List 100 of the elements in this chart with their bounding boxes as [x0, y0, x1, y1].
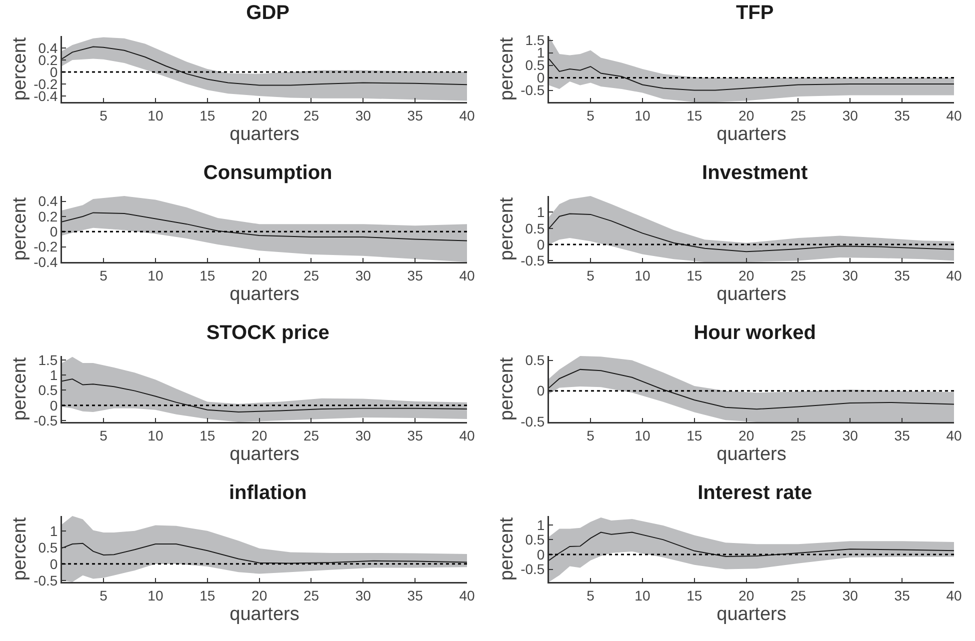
x-tick-label: 30 — [355, 107, 372, 124]
x-tick-label: 15 — [200, 427, 216, 444]
x-tick-label: 25 — [790, 587, 806, 604]
y-tick-label: 0.5 — [525, 352, 545, 368]
x-tick-label: 20 — [252, 267, 268, 284]
x-tick-label: 10 — [148, 587, 164, 604]
x-tick-label: 40 — [946, 427, 962, 444]
x-tick-label: 20 — [252, 107, 268, 124]
x-tick-label: 25 — [790, 267, 806, 284]
x-tick-label: 5 — [586, 427, 595, 444]
x-tick-label: 40 — [946, 267, 962, 284]
x-tick-label: 15 — [686, 267, 702, 284]
x-tick-label: 30 — [355, 427, 372, 444]
chart-title: Interest rate — [698, 482, 812, 504]
y-tick-label: 0.5 — [525, 220, 545, 236]
y-tick-label: -0.5 — [34, 572, 58, 588]
x-tick-label: 5 — [100, 427, 108, 444]
x-tick-label: 5 — [586, 587, 595, 604]
y-tick-label: 0.5 — [525, 532, 545, 548]
x-axis-title: quarters — [230, 124, 300, 145]
x-tick-label: 35 — [894, 267, 910, 284]
x-tick-label: 10 — [634, 107, 650, 124]
y-tick-label: -0.5 — [520, 561, 545, 578]
y-axis-title: percent — [496, 356, 518, 421]
x-axis-title: quarters — [716, 284, 786, 305]
x-tick-label: 15 — [200, 107, 216, 124]
x-tick-label: 20 — [252, 587, 268, 604]
x-tick-label: 15 — [200, 587, 216, 604]
y-tick-label: 0 — [536, 546, 545, 562]
x-tick-label: 20 — [738, 107, 754, 124]
chart-title: GDP — [246, 2, 290, 24]
y-axis-title: percent — [496, 516, 518, 581]
chart-title: STOCK price — [206, 322, 330, 344]
x-tick-label: 20 — [738, 427, 754, 444]
y-tick-label: 0.5 — [38, 539, 58, 556]
y-tick-label: 0 — [50, 224, 58, 240]
y-axis-title: percent — [10, 196, 31, 261]
x-tick-label: 15 — [686, 107, 702, 124]
y-tick-label: 0.2 — [38, 208, 58, 224]
x-tick-label: 5 — [100, 267, 108, 284]
x-tick-label: 30 — [355, 267, 372, 284]
x-tick-label: 25 — [303, 267, 320, 284]
x-tick-label: 30 — [842, 587, 858, 604]
line-series — [62, 542, 467, 564]
y-axis-title: percent — [496, 196, 518, 261]
line-series — [549, 58, 954, 91]
x-tick-label: 40 — [459, 587, 475, 604]
x-tick-label: 40 — [459, 267, 475, 284]
y-tick-label: 0 — [50, 556, 58, 572]
x-tick-label: 25 — [303, 107, 320, 124]
x-axis-title: quarters — [716, 124, 786, 145]
y-tick-label: 1 — [50, 522, 58, 539]
x-tick-label: 30 — [355, 587, 372, 604]
chart-title: Investment — [702, 162, 808, 184]
line-series — [62, 378, 467, 413]
x-tick-label: 5 — [586, 107, 595, 124]
x-tick-label: 25 — [790, 427, 806, 444]
y-tick-label: 1 — [536, 516, 545, 533]
y-tick-label: 0 — [536, 236, 545, 252]
chart-title: TFP — [736, 2, 774, 24]
y-tick-label: 0.4 — [38, 193, 58, 210]
x-tick-label: 35 — [894, 587, 910, 604]
x-tick-label: 5 — [586, 267, 595, 284]
x-axis-title: quarters — [230, 284, 300, 305]
line-series — [62, 46, 467, 86]
line-series — [549, 532, 954, 561]
x-tick-label: 5 — [100, 587, 108, 604]
y-tick-label: -0.5 — [520, 252, 545, 269]
x-tick-label: 10 — [148, 267, 164, 284]
x-tick-label: 30 — [842, 267, 858, 284]
x-tick-label: 10 — [148, 107, 164, 124]
x-tick-label: 35 — [407, 107, 424, 124]
x-tick-label: 35 — [407, 587, 424, 604]
x-tick-label: 25 — [790, 107, 806, 124]
x-tick-label: 15 — [686, 587, 702, 604]
y-axis-title: percent — [10, 36, 31, 101]
x-tick-label: 35 — [407, 427, 424, 444]
y-axis-title: percent — [10, 356, 31, 421]
x-tick-label: 20 — [738, 587, 754, 604]
y-axis-title: percent — [10, 516, 31, 581]
y-tick-label: -0.4 — [34, 254, 58, 270]
y-tick-label: -0.5 — [520, 413, 545, 430]
x-tick-label: 25 — [303, 427, 320, 444]
x-tick-label: 35 — [894, 427, 910, 444]
x-tick-label: 30 — [842, 107, 858, 124]
line-series — [549, 368, 954, 410]
x-tick-label: 35 — [894, 107, 910, 124]
y-tick-label: 0.5 — [38, 382, 58, 398]
x-tick-label: 40 — [946, 107, 962, 124]
x-tick-label: 40 — [946, 587, 962, 604]
chart-title: inflation — [228, 482, 307, 504]
x-tick-label: 20 — [738, 267, 754, 284]
x-tick-label: 30 — [842, 427, 858, 444]
chart-title: Hour worked — [694, 322, 816, 344]
x-axis-title: quarters — [716, 444, 786, 465]
x-tick-label: 35 — [407, 267, 424, 284]
x-tick-label: 20 — [252, 427, 268, 444]
x-tick-label: 40 — [459, 427, 475, 444]
line-series — [62, 212, 467, 242]
x-tick-label: 10 — [148, 427, 164, 444]
